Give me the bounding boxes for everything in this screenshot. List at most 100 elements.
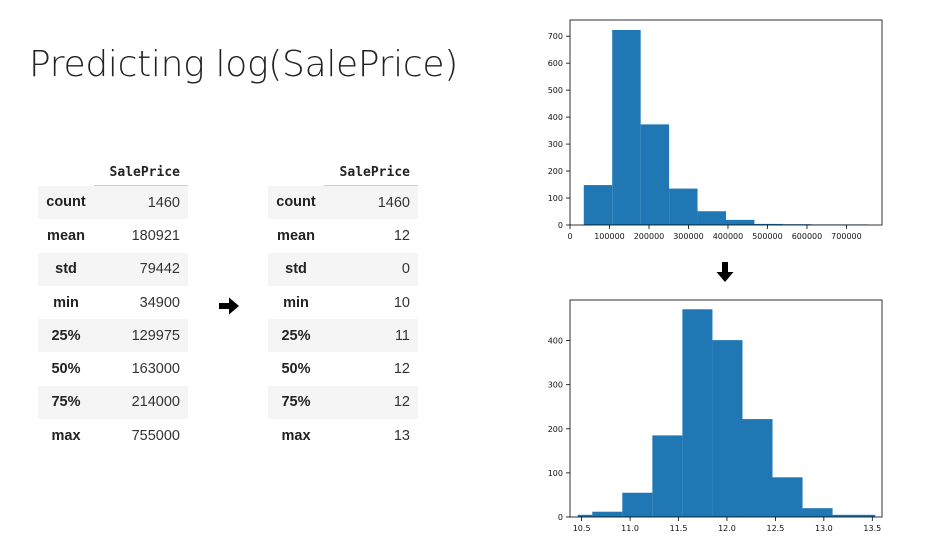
index-header — [268, 159, 324, 186]
row-label: count — [276, 194, 316, 211]
y-tick-label: 400 — [548, 113, 563, 122]
x-tick-label: 300000 — [673, 232, 704, 241]
row-value: 10 — [393, 294, 410, 311]
y-tick-label: 0 — [558, 513, 563, 522]
y-tick-label: 700 — [548, 32, 563, 41]
row-value: 1460 — [147, 194, 180, 211]
histogram-bar — [772, 477, 803, 517]
y-tick-label: 300 — [548, 140, 563, 149]
table-row: max 755000 — [38, 419, 188, 452]
row-label: mean — [277, 227, 315, 244]
histogram-bar — [577, 514, 593, 517]
histogram-bar — [802, 508, 833, 517]
table-row: 50% 163000 — [38, 352, 188, 385]
row-value: 180921 — [131, 227, 180, 244]
log-stats-table: SalePrice count 1460 mean 12 std 0 min 10 25… — [268, 159, 418, 452]
table-row: std 79442 — [38, 252, 188, 286]
y-tick-label: 600 — [548, 59, 563, 68]
row-label: 25% — [51, 327, 81, 344]
histogram-bar — [697, 211, 726, 225]
row-label: std — [55, 261, 77, 278]
table-row: count 1460 — [38, 185, 188, 220]
row-value: 12 — [393, 394, 410, 411]
slide-title: Predicting log(SalePrice) — [29, 44, 458, 85]
table-row: 25% 11 — [268, 319, 418, 353]
arrow-down-icon — [716, 262, 734, 282]
table-row: 50% 12 — [268, 352, 418, 385]
x-tick-label: 600000 — [792, 232, 823, 241]
x-tick-label: 12.5 — [767, 524, 785, 533]
histogram-bar — [592, 511, 623, 517]
histogram-bar — [583, 185, 613, 225]
y-tick-label: 400 — [548, 337, 563, 346]
table-header-row: SalePrice — [38, 159, 188, 186]
row-value: 1460 — [377, 194, 410, 211]
arrow-right-icon — [219, 297, 239, 315]
y-tick-label: 200 — [548, 425, 563, 434]
histogram-bar — [612, 29, 641, 226]
row-value: 163000 — [131, 361, 180, 378]
row-label: 75% — [51, 394, 81, 411]
table-row: mean 180921 — [38, 219, 188, 252]
column-header: SalePrice — [324, 159, 418, 186]
row-value: 79442 — [139, 261, 180, 278]
histogram-bar — [622, 492, 653, 517]
histogram-bar — [682, 309, 713, 517]
table-row: min 34900 — [38, 286, 188, 319]
histogram-bar — [754, 223, 783, 225]
x-tick-label: 500000 — [752, 232, 783, 241]
y-tick-label: 300 — [548, 381, 563, 390]
row-label: min — [283, 294, 309, 311]
row-label: 50% — [281, 361, 311, 378]
histogram-bar — [712, 340, 743, 517]
table-row: 75% 214000 — [38, 385, 188, 420]
x-tick-label: 0 — [567, 232, 572, 241]
row-label: count — [46, 194, 86, 211]
x-tick-label: 100000 — [594, 232, 625, 241]
x-tick-label: 12.0 — [718, 524, 736, 533]
y-tick-label: 0 — [558, 221, 563, 230]
y-tick-label: 100 — [548, 469, 563, 478]
row-label: 75% — [281, 394, 311, 411]
histogram-bar — [782, 224, 812, 225]
y-tick-label: 100 — [548, 194, 563, 203]
table-row: mean 12 — [268, 219, 418, 252]
log-saleprice-histogram: 0 100 200 300 400 10.5 11.0 11.5 12.0 12.5 13.0 13.… — [548, 299, 883, 533]
row-value: 0 — [401, 261, 410, 278]
x-tick-label: 13.0 — [815, 524, 833, 533]
row-value: 34900 — [139, 294, 180, 311]
row-label: max — [281, 427, 311, 444]
row-value: 13 — [393, 427, 410, 444]
histogram-bar — [669, 188, 698, 225]
histogram-bar — [742, 419, 773, 517]
row-label: 25% — [281, 327, 311, 344]
table-row: min 10 — [268, 286, 418, 319]
row-value: 214000 — [131, 394, 180, 411]
row-label: min — [53, 294, 79, 311]
x-tick-label: 700000 — [831, 232, 862, 241]
saleprice-histogram: 0 100 200 300 400 500 600 700 0 100000 200000 30000… — [548, 19, 883, 241]
row-value: 12 — [393, 227, 410, 244]
histogram-bar — [652, 435, 683, 517]
table-row: count 1460 — [268, 185, 418, 220]
table-row: 75% 12 — [268, 385, 418, 420]
index-header — [38, 159, 94, 186]
original-stats-table: SalePrice count 1460 mean 180921 std 79442 … — [38, 159, 188, 452]
row-label: max — [51, 427, 81, 444]
plot-frame — [569, 299, 883, 518]
x-tick-label: 400000 — [713, 232, 744, 241]
row-label: 50% — [51, 361, 81, 378]
row-label: mean — [47, 227, 85, 244]
row-value: 11 — [394, 327, 410, 344]
histogram-bar — [832, 514, 876, 517]
row-value: 755000 — [131, 427, 180, 444]
row-value: 12 — [393, 361, 410, 378]
x-tick-label: 200000 — [634, 232, 665, 241]
y-tick-label: 500 — [548, 86, 563, 95]
y-tick-label: 200 — [548, 167, 563, 176]
x-tick-label: 13.5 — [863, 524, 881, 533]
row-value: 129975 — [131, 327, 180, 344]
table-row: 25% 129975 — [38, 319, 188, 353]
table-header-row: SalePrice — [268, 159, 418, 186]
histogram-bar — [640, 124, 670, 225]
